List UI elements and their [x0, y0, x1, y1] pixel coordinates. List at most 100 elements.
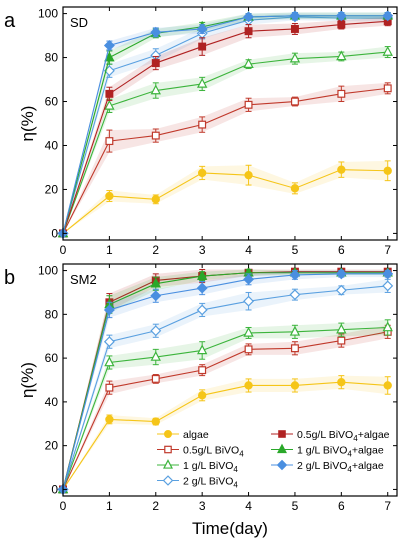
- x-tick-label: 6: [338, 243, 345, 257]
- x-tick-label: 0: [60, 243, 67, 257]
- y-tick-label: 80: [45, 51, 59, 65]
- error-band: [63, 82, 388, 234]
- series-6: [57, 10, 394, 239]
- data-point: [104, 51, 115, 62]
- series-line: [62, 87, 388, 234]
- data-point: [243, 326, 254, 337]
- data-point: [290, 381, 300, 390]
- data-point: [290, 97, 299, 106]
- data-point: [289, 52, 301, 63]
- data-point: [103, 39, 115, 51]
- legend-label-main: 0.5g/L BiVO: [183, 445, 239, 457]
- series-group: [57, 9, 394, 239]
- series-line: [62, 331, 388, 490]
- legend-label-main: 2 g/L BiVO: [297, 460, 347, 472]
- data-point: [103, 336, 115, 348]
- y-tick-label: 20: [45, 439, 59, 453]
- legend-label-main: 1 g/L BiVO: [183, 460, 233, 472]
- data-point: [382, 45, 393, 56]
- panel-letter: a: [4, 10, 16, 32]
- data-point: [104, 356, 115, 367]
- data-point: [336, 50, 347, 61]
- series-2: [57, 319, 393, 494]
- legend-label: 0.5g/L BiVO4: [183, 445, 244, 459]
- legend-label-subscript: 4: [233, 481, 238, 490]
- panel-inset-label: SM2: [70, 272, 97, 287]
- series-3: [57, 278, 394, 495]
- legend-item: algae: [157, 429, 209, 441]
- x-tick-label: 2: [152, 499, 159, 513]
- legend-label-subscript: 4: [233, 465, 238, 474]
- data-point: [244, 27, 253, 36]
- data-point: [150, 350, 161, 361]
- legend-label-main: 0.5g/L BiVO: [297, 429, 353, 441]
- data-point: [105, 191, 114, 201]
- data-point: [382, 10, 394, 22]
- legend-label-main: 2 g/L BiVO: [183, 476, 233, 488]
- series-2: [57, 45, 393, 238]
- data-point: [243, 58, 254, 68]
- series-1: [59, 82, 392, 238]
- series-line: [62, 381, 388, 490]
- data-point: [151, 131, 160, 140]
- legend-label: 2 g/L BiVO4+algae: [297, 460, 384, 474]
- data-point: [150, 325, 162, 337]
- data-point: [151, 195, 160, 204]
- legend-label-subscript: 4: [347, 465, 352, 474]
- data-point: [290, 344, 299, 353]
- y-tick-label: 0: [51, 226, 58, 240]
- x-tick-label: 4: [245, 499, 252, 513]
- legend-item: 0.5g/L BiVO4: [157, 445, 244, 459]
- data-point: [105, 89, 114, 98]
- data-point: [196, 344, 208, 355]
- x-tick-label: 7: [384, 499, 391, 513]
- legend-label-subscript: 4: [347, 450, 352, 459]
- legend-label-suffix: +algae: [352, 445, 384, 457]
- legend-label-subscript: 4: [239, 450, 244, 459]
- data-point: [382, 321, 393, 332]
- data-point: [382, 268, 394, 280]
- series-line: [62, 20, 388, 234]
- data-point: [290, 25, 299, 33]
- legend-label: 2 g/L BiVO4: [183, 476, 238, 490]
- legend-marker: [278, 430, 286, 438]
- error-band: [63, 375, 388, 490]
- data-point: [104, 99, 115, 110]
- x-tick-label: 6: [338, 499, 345, 513]
- legend-marker: [164, 445, 172, 454]
- data-point: [382, 280, 394, 292]
- data-point: [244, 100, 253, 109]
- x-tick-label: 2: [152, 243, 159, 257]
- x-tick-label: 0: [60, 499, 67, 513]
- series-6: [57, 268, 394, 495]
- data-point: [243, 273, 255, 285]
- series-line: [62, 16, 388, 234]
- data-point: [196, 23, 208, 35]
- data-point: [289, 325, 301, 336]
- data-point: [150, 84, 161, 95]
- y-tick-label: 20: [45, 182, 59, 196]
- legend-label: 1 g/L BiVO4+algae: [297, 445, 384, 459]
- error-band: [63, 46, 388, 234]
- legend-label: algae: [183, 429, 209, 441]
- panel-inset-label: SD: [70, 15, 88, 30]
- data-point: [337, 165, 346, 174]
- data-point: [151, 374, 160, 383]
- series-line: [62, 273, 388, 490]
- legend-marker: [277, 443, 287, 454]
- x-tick-label: 3: [199, 243, 206, 257]
- legend-label-main: algae: [183, 429, 209, 441]
- y-tick-label: 40: [45, 395, 59, 409]
- series-line: [62, 15, 388, 234]
- data-point: [196, 282, 208, 294]
- data-point: [337, 89, 346, 98]
- y-tick-label: 60: [45, 95, 59, 109]
- chart-panel-a: 0 1 2 3 4 5 6 7 0 20 40 60 80 100 η(%) a SD: [4, 6, 398, 257]
- x-tick-label: 5: [292, 243, 299, 257]
- data-point: [196, 77, 208, 88]
- plot-frame: [62, 263, 398, 497]
- data-point: [198, 42, 207, 51]
- data-point: [383, 166, 392, 175]
